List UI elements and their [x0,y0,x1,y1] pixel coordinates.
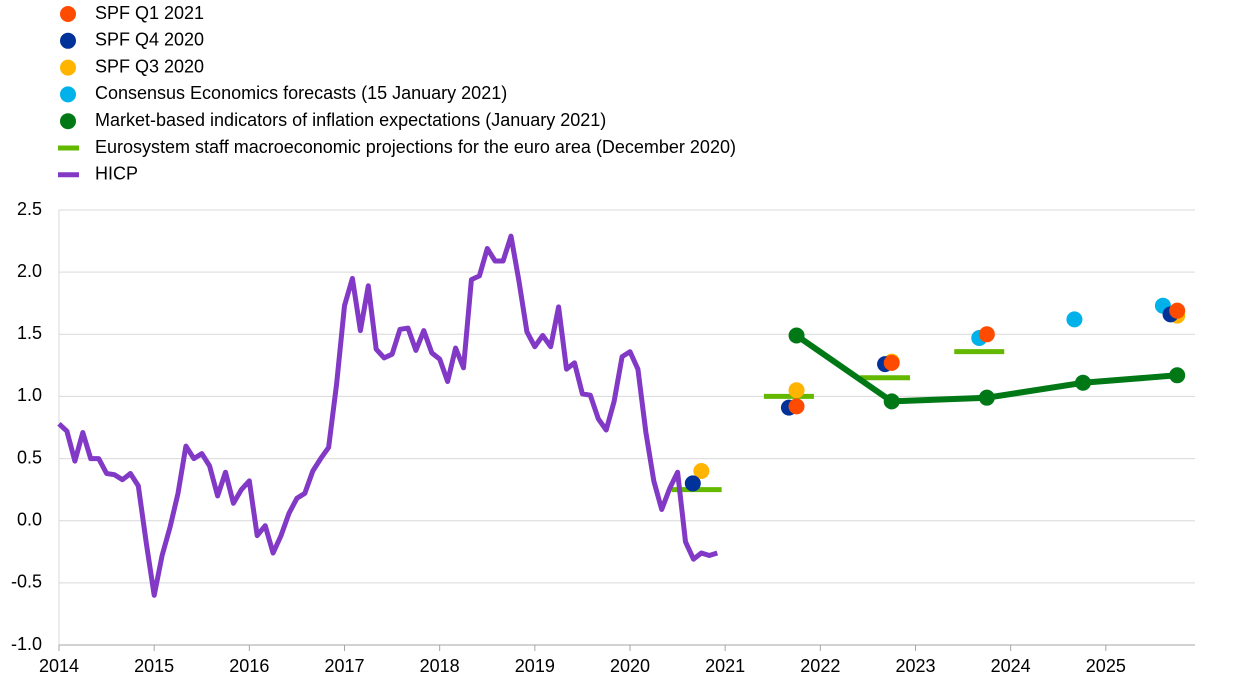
y-tick-label: 1.5 [17,323,42,343]
x-tick-label: 2025 [1086,656,1126,676]
scatter-point [693,463,710,479]
legend-label: Market-based indicators of inflation exp… [95,110,606,130]
y-tick-label: -0.5 [11,572,42,592]
series-point [883,393,900,410]
x-tick-label: 2024 [991,656,1031,676]
legend-label: Consensus Economics forecasts (15 Januar… [95,83,507,103]
legend-swatch [60,86,76,103]
x-tick-label: 2017 [324,656,364,676]
legend-swatch [60,113,76,130]
scatter-point [978,326,995,343]
y-tick-label: 2.0 [17,261,42,281]
series-point [1074,374,1091,391]
scatter-point [684,475,701,492]
legend-label: SPF Q3 2020 [95,56,204,76]
x-tick-label: 2015 [134,656,174,676]
legend-label: SPF Q1 2021 [95,3,204,23]
scatter-point [1066,311,1083,328]
x-tick-label: 2016 [229,656,269,676]
y-tick-label: 2.5 [17,199,42,219]
legend-swatch [60,6,76,22]
scatter-point [883,354,900,371]
x-tick-label: 2021 [705,656,745,676]
legend-label: SPF Q4 2020 [95,30,204,50]
x-tick-label: 2019 [515,656,555,676]
x-tick-label: 2014 [39,656,79,676]
legend-swatch [60,32,76,49]
scatter-point [788,398,805,415]
y-tick-label: 1.0 [17,385,42,405]
y-tick-label: -1.0 [11,634,42,654]
series-point [1169,367,1186,384]
legend-label: HICP [95,164,138,184]
scatter-point [1169,302,1186,319]
hicp-line [57,233,719,598]
y-tick-label: 0.5 [17,447,42,467]
y-tick-label: 0.0 [17,509,42,529]
legend-swatch [60,59,76,76]
legend-label: Eurosystem staff macroeconomic projectio… [95,137,736,157]
x-tick-label: 2022 [800,656,840,676]
series-point [788,327,805,344]
scatter-point [788,382,805,399]
series-point [978,389,995,406]
x-tick-label: 2018 [420,656,460,676]
x-tick-label: 2020 [610,656,650,676]
x-tick-label: 2023 [895,656,935,676]
